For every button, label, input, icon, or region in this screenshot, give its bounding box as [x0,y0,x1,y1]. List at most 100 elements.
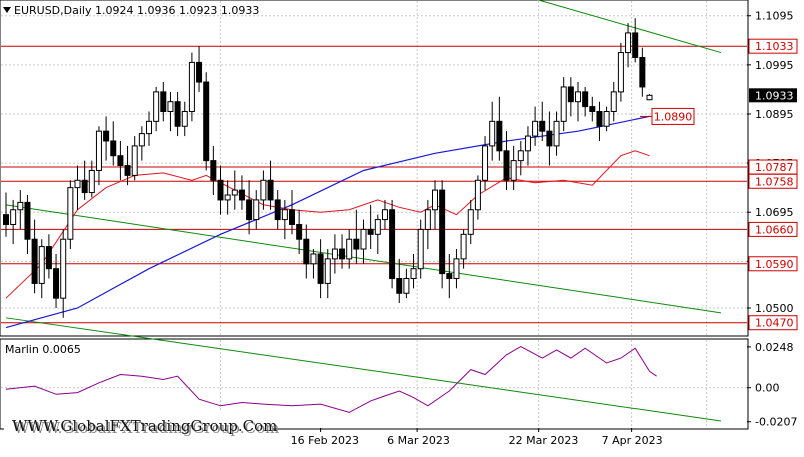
channel-line [5,317,722,422]
candle-body-down [124,165,131,176]
candle-body-up [10,209,17,225]
candle-body-down [31,238,38,284]
candle [389,199,396,289]
candle [124,145,131,186]
time-axis: 16 Feb 2023 6 Mar 2023 22 Mar 2023 7 Apr 20… [291,428,663,447]
candle [553,111,560,156]
level-label-text: 1.0660 [755,223,794,236]
candle-body-down [367,228,374,235]
candle [353,209,360,264]
candle-body-up [38,246,45,284]
candle-body-up [646,94,653,101]
candle-body-up [231,189,238,196]
candle-body-up [374,219,381,235]
candle [281,199,288,240]
candle [360,219,367,264]
candle-body-up [281,209,288,221]
candle [289,190,295,235]
candle-body-up [524,135,531,152]
level-label-box [748,38,798,54]
candle [146,111,152,146]
candle-body-up [17,201,24,211]
level-label-text: 1.1033 [755,40,794,53]
candle-body-up [617,52,624,93]
candle [582,86,589,117]
candle-body-down [389,209,396,280]
candlestick-series [3,18,653,318]
candle [524,126,531,166]
candle [339,234,346,269]
candle-body-down [217,179,224,201]
candle-body-up [167,101,174,113]
candle-body-down [210,160,217,181]
candle-body-up [424,209,431,230]
oscillator-series [5,346,657,413]
candle [203,72,210,171]
candle [646,93,653,101]
candle-body-down [24,201,31,240]
candle [110,121,117,166]
candle [482,136,489,191]
candle [117,140,124,181]
candle-body-up [467,209,474,235]
candle [38,239,45,299]
candle [446,253,453,299]
oscillator-line [5,346,657,413]
candle [160,82,167,122]
candle [310,249,317,279]
level-label-box [748,173,798,189]
candle [45,234,52,279]
candle-body-up [310,253,317,265]
candle-body-down [103,130,110,142]
oscillator-label: Marlin 0.0065 [5,343,81,356]
candle-body-down [567,86,574,103]
time-tick-label: 22 Mar 2023 [509,434,579,447]
candle-body-down [81,179,88,194]
candle-body-up [603,111,610,127]
candle [617,42,624,102]
candle-body-up [510,160,517,181]
candle-body-up [95,130,102,171]
candle-body-down [503,150,510,181]
collapse-arrow-icon[interactable] [3,7,11,13]
moving-average-red [5,150,650,299]
candle [31,219,38,294]
candle [67,180,74,250]
candle-body-up [482,145,489,181]
candle-body-up [260,179,267,201]
price-tick-label: 1.0995 [755,59,794,72]
oscillator-tick-label: -0.0207 [755,416,797,429]
candle-body-down [238,189,245,201]
candle [603,106,610,132]
candle [74,165,81,210]
candle [367,204,374,250]
candle-body-up [489,120,496,147]
candle-body-down [546,130,553,147]
candle [417,219,424,279]
time-tick-label: 16 Feb 2023 [291,434,359,447]
candle-body-up [131,145,138,176]
candle [260,170,267,210]
candle-body-down [274,199,281,221]
candle-body-down [582,91,589,108]
candle-body-up [188,61,195,113]
current-price-text: 1.0933 [755,89,794,102]
current-price-box [749,88,797,103]
candle [131,136,138,181]
candle [103,116,110,161]
candle [53,253,60,308]
candle-body-up [410,268,417,280]
candle-body-up [67,187,74,240]
candle [3,192,9,237]
candle [17,190,24,230]
candle [296,209,303,254]
candle [510,145,517,191]
candle-body-down [110,140,117,157]
candle-body-up [181,111,188,127]
candle-body-up [153,91,160,122]
price-tick-label: 1.0895 [755,108,794,121]
candle-body-up [625,32,632,54]
candle [24,195,31,254]
